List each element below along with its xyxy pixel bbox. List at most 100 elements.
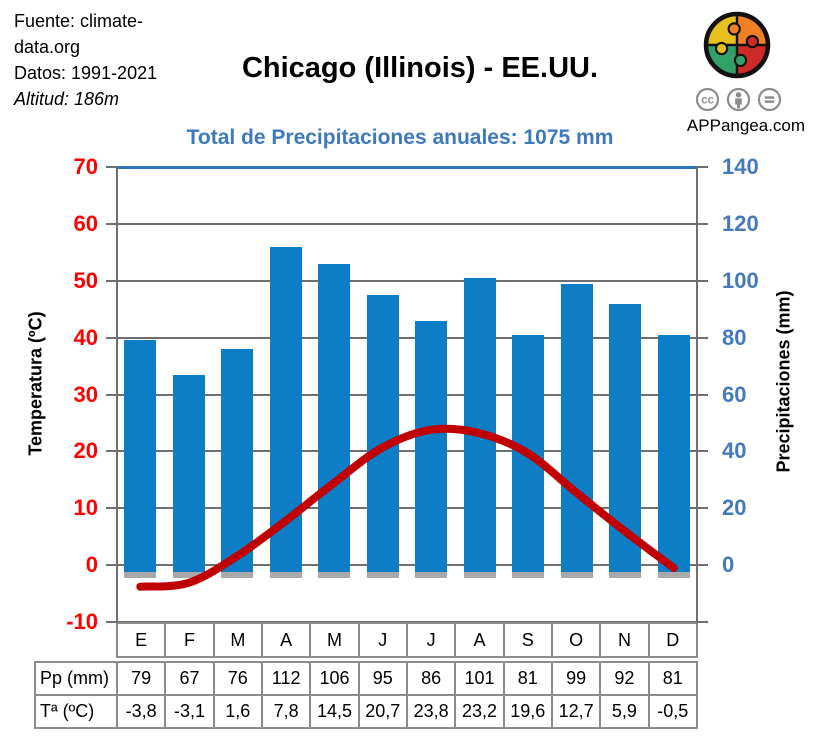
precipitation-row: Pp (mm) 79 67 76 112 106 95 86 101 81 99 92 81 bbox=[36, 663, 696, 694]
left-axis-tick-label: 40 bbox=[73, 324, 98, 350]
temp-cell: 23,8 bbox=[405, 696, 454, 727]
left-axis-tick-label: 60 bbox=[73, 210, 98, 236]
temp-cell: 14,5 bbox=[309, 696, 357, 727]
left-axis-tick-label: 70 bbox=[73, 154, 98, 179]
temp-cell: 19,6 bbox=[502, 696, 551, 727]
temp-cell: -0,5 bbox=[647, 696, 696, 727]
left-axis-tick-label: 20 bbox=[73, 438, 98, 464]
bar-shadow bbox=[172, 572, 205, 579]
precipitation-bar bbox=[463, 277, 496, 573]
precipitation-bar bbox=[560, 283, 593, 573]
month-cell: M bbox=[309, 624, 357, 656]
right-axis-tick bbox=[696, 166, 708, 168]
precipitation-bar bbox=[124, 340, 157, 573]
bar-shadow bbox=[221, 572, 254, 579]
month-cell: A bbox=[260, 624, 309, 656]
right-axis-tick bbox=[696, 507, 708, 510]
cc-icon: cc bbox=[695, 87, 720, 112]
pp-cell: 112 bbox=[260, 663, 309, 694]
pp-cell: 79 bbox=[116, 663, 164, 694]
precipitation-bar bbox=[221, 349, 254, 573]
altitude-line: Altitud: 186m bbox=[14, 89, 120, 109]
attribution-icon bbox=[726, 87, 751, 112]
page-title: Chicago (Illinois) - EE.UU. bbox=[241, 52, 599, 84]
bar-shadow bbox=[657, 572, 690, 579]
pp-cell: 86 bbox=[405, 663, 454, 694]
month-cell: S bbox=[502, 624, 551, 656]
chart-subtitle: Total de Precipitaciones anuales: 1075 m… bbox=[186, 126, 614, 149]
precipitation-bar bbox=[512, 334, 545, 573]
month-cell: N bbox=[599, 624, 647, 656]
temp-cell: 12,7 bbox=[550, 696, 599, 727]
precipitation-bar bbox=[609, 303, 642, 573]
left-axis-tick bbox=[106, 564, 118, 567]
bar-shadow bbox=[415, 572, 448, 579]
brand-name: APPangea.com bbox=[686, 116, 806, 135]
climate-data-table: Pp (mm) 79 67 76 112 106 95 86 101 81 99 92 81 Tª (… bbox=[34, 661, 698, 729]
left-axis-tick bbox=[106, 222, 118, 225]
svg-text:cc: cc bbox=[701, 95, 714, 107]
precipitation-bar bbox=[172, 374, 205, 573]
pp-cell: 101 bbox=[454, 663, 502, 694]
month-cell: E bbox=[135, 629, 148, 650]
left-axis-tick bbox=[106, 166, 118, 168]
cc-license-row: cc bbox=[695, 87, 782, 112]
right-axis-tick-label: 40 bbox=[722, 438, 747, 464]
right-axis-tick-label: 60 bbox=[722, 381, 747, 407]
right-axis-tick bbox=[696, 222, 708, 225]
temp-cell: -3,8 bbox=[116, 696, 164, 727]
precipitation-bar bbox=[657, 334, 690, 573]
temp-cell: 20,7 bbox=[357, 696, 406, 727]
temp-cell: -3,1 bbox=[164, 696, 212, 727]
month-cell: A bbox=[454, 624, 502, 656]
left-axis-tick bbox=[106, 336, 118, 339]
gridline bbox=[116, 166, 698, 169]
pp-cell: 92 bbox=[599, 663, 647, 694]
bar-shadow bbox=[463, 572, 496, 579]
left-axis-tick-label: 30 bbox=[73, 381, 98, 407]
data-range-line: Datos: 1991-2021 bbox=[14, 63, 158, 83]
temp-cell: 5,9 bbox=[599, 696, 647, 727]
precipitation-bar bbox=[366, 294, 399, 573]
pp-cell: 76 bbox=[212, 663, 261, 694]
right-axis-tick bbox=[696, 279, 708, 282]
bar-shadow bbox=[512, 572, 545, 579]
bar-shadow bbox=[318, 572, 351, 579]
right-axis-tick bbox=[696, 450, 708, 453]
bar-shadow bbox=[366, 572, 399, 579]
bar-shadow bbox=[609, 572, 642, 579]
left-axis-tick bbox=[106, 507, 118, 510]
bar-shadow bbox=[124, 572, 157, 579]
pp-cell: 81 bbox=[502, 663, 551, 694]
source-line: data.org bbox=[14, 37, 81, 57]
left-axis-tick-label: -10 bbox=[66, 609, 98, 634]
month-cell: O bbox=[550, 624, 599, 656]
right-axis-tick-label: 20 bbox=[722, 495, 747, 521]
right-axis-tick-label: 0 bbox=[722, 552, 735, 578]
temp-cell: 7,8 bbox=[260, 696, 309, 727]
no-derivatives-icon bbox=[757, 87, 782, 112]
gridline bbox=[116, 222, 698, 225]
right-axis-tick bbox=[696, 393, 708, 396]
month-cell: F bbox=[164, 624, 212, 656]
precipitation-bar bbox=[269, 246, 302, 573]
bar-shadow bbox=[560, 572, 593, 579]
left-axis-tick bbox=[106, 279, 118, 282]
source-info: Fuente: climate- data.org Datos: 1991-20… bbox=[14, 8, 157, 112]
bar-shadow bbox=[269, 572, 302, 579]
left-axis-tick bbox=[106, 621, 118, 623]
month-cell: D bbox=[647, 624, 696, 656]
pp-cell: 67 bbox=[164, 663, 212, 694]
gridline bbox=[116, 336, 698, 339]
right-axis-tick bbox=[696, 621, 708, 623]
pp-cell: 99 bbox=[550, 663, 599, 694]
chart-plot-area bbox=[116, 166, 698, 623]
month-cell: M bbox=[212, 624, 261, 656]
left-axis-tick-label: 10 bbox=[73, 495, 98, 521]
precipitation-bar bbox=[415, 320, 448, 573]
temp-cell: 23,2 bbox=[454, 696, 502, 727]
precipitation-bar bbox=[318, 263, 351, 573]
month-cell: J bbox=[405, 624, 454, 656]
